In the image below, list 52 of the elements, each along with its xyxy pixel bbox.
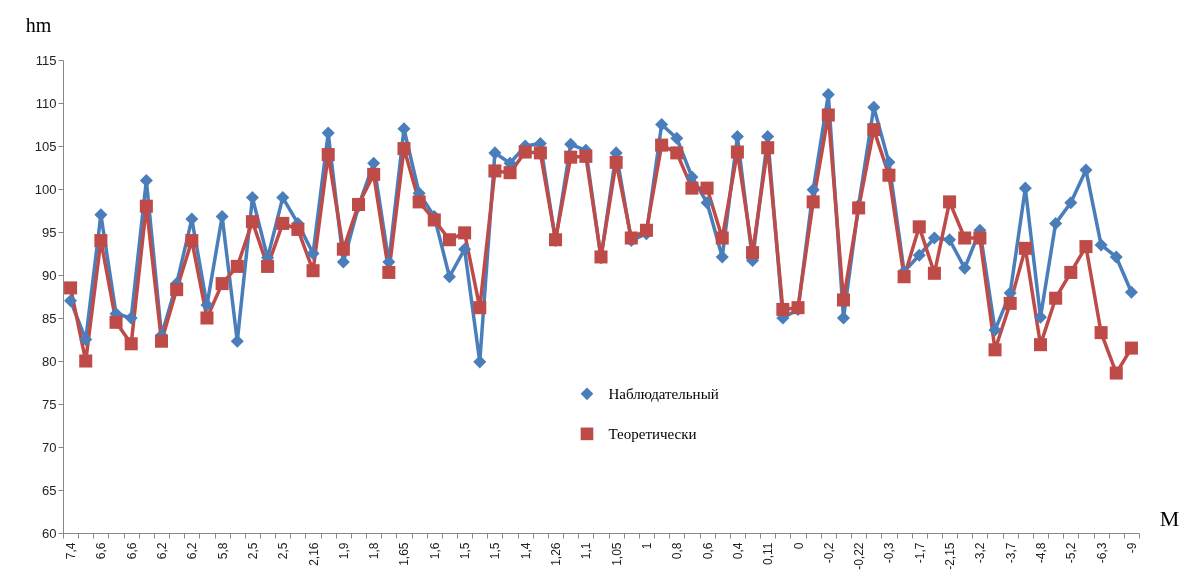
x-tick-label: 1,5 bbox=[488, 542, 503, 560]
y-tick-label: 105 bbox=[34, 138, 57, 154]
y-tick-label: 85 bbox=[42, 310, 57, 326]
x-tick-label: -3,7 bbox=[1003, 542, 1018, 564]
x-tick-label: 1,6 bbox=[427, 542, 442, 560]
x-tick-label: 6,2 bbox=[185, 542, 200, 560]
x-tick-label: -3,2 bbox=[973, 542, 988, 564]
y-tick-label: 100 bbox=[34, 181, 57, 197]
x-tick-label: 0,4 bbox=[730, 542, 745, 560]
x-tick-label: 0,11 bbox=[761, 542, 776, 565]
x-tick-label: -0,3 bbox=[882, 542, 897, 564]
y-axis-title: hm bbox=[25, 13, 52, 36]
x-tick-label: 0,8 bbox=[670, 542, 685, 560]
x-tick-label: 1,4 bbox=[518, 542, 533, 560]
x-tick-label: -4,8 bbox=[1033, 542, 1048, 564]
y-tick-label: 65 bbox=[42, 482, 57, 498]
x-tick-label: 2,5 bbox=[245, 542, 260, 560]
x-axis-title: M bbox=[1159, 505, 1180, 531]
x-tick-label: -0,2 bbox=[821, 542, 836, 564]
x-tick-label: 2,5 bbox=[276, 542, 291, 560]
x-tick-label: 1,8 bbox=[367, 542, 382, 560]
x-tick-label: 6,6 bbox=[124, 542, 139, 560]
x-tick-label: -2,15 bbox=[943, 542, 958, 570]
x-tick-label: 7,4 bbox=[64, 542, 79, 560]
y-tick-label: 90 bbox=[42, 267, 57, 283]
x-tick-label: -9 bbox=[1124, 542, 1139, 554]
x-tick-label: 6,6 bbox=[94, 542, 109, 560]
x-tick-label: -5,2 bbox=[1064, 542, 1079, 564]
y-tick-label: 60 bbox=[42, 525, 57, 541]
y-tick-label: 70 bbox=[42, 439, 57, 455]
x-tick-label: 1,5 bbox=[458, 542, 473, 560]
x-tick-label: 0 bbox=[791, 542, 806, 550]
x-tick-label: 1,05 bbox=[609, 542, 624, 566]
y-tick-label: 115 bbox=[35, 52, 57, 68]
x-tick-label: -0,22 bbox=[852, 542, 867, 570]
x-tick-label: 1,26 bbox=[549, 542, 564, 566]
y-tick-label: 95 bbox=[42, 224, 57, 240]
x-tick-label: 2,16 bbox=[306, 542, 321, 566]
legend-label: Наблюдательный bbox=[608, 385, 719, 402]
y-tick-label: 75 bbox=[42, 396, 57, 412]
legend-label: Теоретически bbox=[608, 425, 697, 442]
y-tick-label: 110 bbox=[35, 95, 57, 111]
x-tick-label: 5,8 bbox=[215, 542, 230, 560]
x-tick-label: 1,65 bbox=[397, 542, 412, 566]
y-tick-label: 80 bbox=[42, 353, 57, 369]
x-tick-label: -6,3 bbox=[1094, 542, 1109, 564]
x-tick-label: -1,7 bbox=[912, 542, 927, 564]
x-tick-label: 1,1 bbox=[579, 542, 594, 560]
x-tick-label: 1 bbox=[639, 542, 654, 550]
x-tick-label: 6,2 bbox=[155, 542, 170, 560]
x-tick-label: 1,9 bbox=[336, 542, 351, 560]
x-tick-label: 0,6 bbox=[700, 542, 715, 560]
